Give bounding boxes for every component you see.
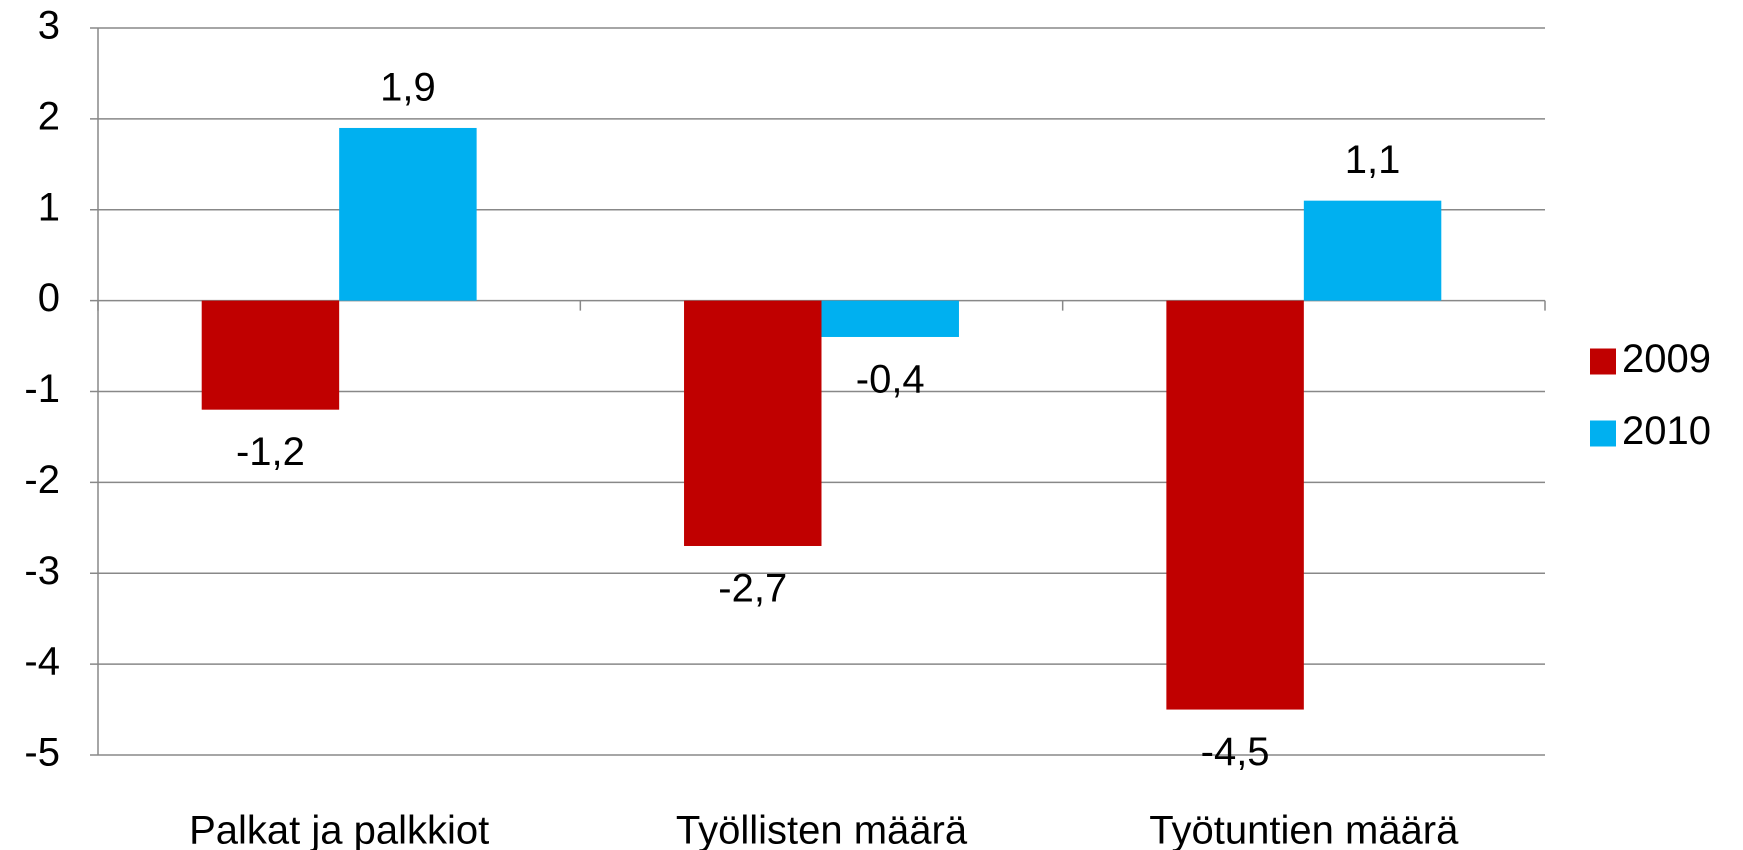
legend-swatch bbox=[1590, 348, 1616, 375]
data-label: 1,1 bbox=[1345, 138, 1401, 182]
y-tick-label: 3 bbox=[38, 4, 60, 48]
data-label: -4,5 bbox=[1201, 730, 1270, 774]
bar bbox=[1166, 300, 1304, 710]
bar bbox=[339, 127, 477, 301]
x-tick-label: Työtuntien määrä bbox=[1149, 809, 1459, 850]
y-tick-label: 1 bbox=[38, 185, 60, 229]
legend-label: 2010 bbox=[1622, 409, 1711, 453]
legend-label: 2009 bbox=[1622, 337, 1711, 381]
x-tick-label: Palkat ja palkkiot bbox=[189, 809, 489, 850]
legend-swatch bbox=[1590, 420, 1616, 447]
y-tick-label: -5 bbox=[24, 731, 60, 775]
bar bbox=[821, 300, 959, 337]
data-label: -0,4 bbox=[856, 358, 925, 402]
y-tick-label: -3 bbox=[24, 549, 60, 593]
bar bbox=[684, 300, 822, 546]
y-tick-label: -2 bbox=[24, 458, 60, 502]
y-tick-label: 2 bbox=[38, 94, 60, 138]
bar bbox=[201, 300, 340, 410]
y-tick-label: 0 bbox=[38, 276, 60, 320]
data-label: 1,9 bbox=[380, 66, 436, 110]
data-label: -2,7 bbox=[718, 567, 787, 611]
y-tick-label: -1 bbox=[24, 367, 60, 411]
bar bbox=[1303, 200, 1442, 301]
x-tick-label: Työllisten määrä bbox=[676, 809, 968, 850]
data-label: -1,2 bbox=[236, 430, 305, 474]
y-tick-label: -4 bbox=[24, 640, 60, 684]
